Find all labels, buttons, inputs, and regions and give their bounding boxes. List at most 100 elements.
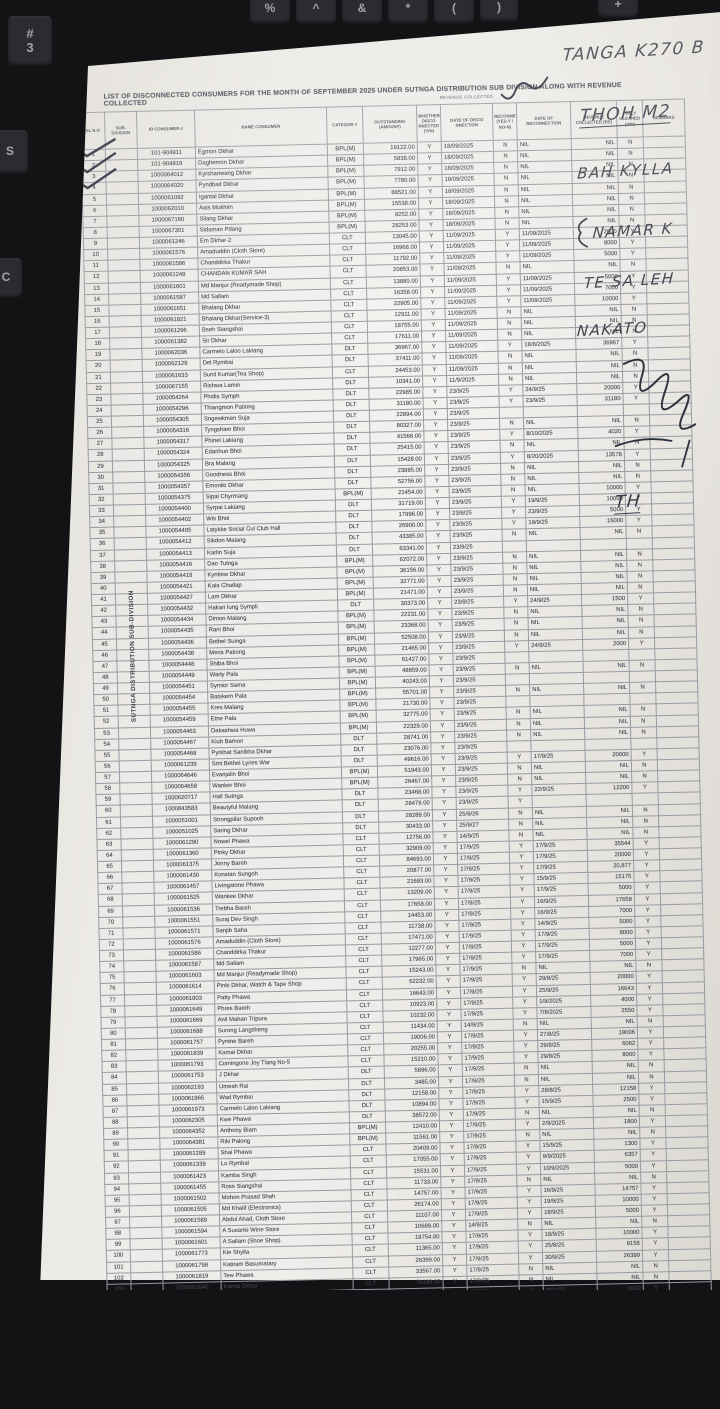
table-cell: 83 — [102, 1061, 127, 1073]
table-cell: Y — [417, 152, 442, 165]
table-cell: Y — [507, 751, 532, 764]
table-cell: N — [497, 317, 522, 330]
table-cell: BPL(M) — [337, 588, 374, 601]
table-cell: Y — [445, 1387, 469, 1399]
table-cell: Y — [432, 797, 457, 810]
table-cell: 23076.00 — [376, 742, 432, 756]
table-cell: N — [637, 1015, 664, 1028]
table-cell — [125, 1027, 158, 1039]
table-cell — [110, 370, 143, 383]
table-cell: Y — [436, 1009, 462, 1021]
table-cell: Y — [418, 219, 444, 232]
table-cell: Y — [425, 497, 450, 510]
column-header: CATEGOR Y — [326, 106, 364, 145]
table-cell: Y — [639, 1137, 667, 1150]
table-cell: 14757.00 — [386, 1187, 442, 1200]
table-cell: CLT — [350, 1166, 387, 1179]
table-cell: 10000 — [595, 1194, 642, 1207]
table-cell: 28289.00 — [378, 809, 433, 822]
table-cell: NIL — [583, 660, 630, 673]
table-cell: BPL(M) — [327, 165, 364, 178]
table-cell: N — [626, 526, 653, 538]
table-cell — [123, 949, 156, 962]
table-cell: 20,877 — [587, 860, 634, 873]
column-header: NAME CONSUMER — [194, 107, 328, 148]
table-cell: Y — [439, 1120, 464, 1132]
table-cell: CLT — [346, 988, 383, 1001]
table-cell: 78 — [100, 1005, 125, 1018]
table-cell: NIL — [584, 704, 631, 717]
table-cell: Y — [643, 1282, 670, 1290]
table-cell: 65 — [97, 860, 122, 873]
table-cell: 13880.00 — [366, 275, 421, 288]
table-cell: 12158.00 — [384, 1087, 439, 1100]
table-cell — [112, 470, 145, 483]
table-cell: 94 — [104, 1183, 130, 1196]
table-cell: 16358.00 — [366, 286, 421, 300]
table-cell: 97 — [105, 1216, 130, 1229]
table-cell: 6357 — [594, 1149, 641, 1162]
table-cell: 63 — [96, 838, 122, 851]
table-cell: Pynshailem Nongtdu — [224, 1390, 356, 1404]
table-cell: N — [642, 1271, 670, 1284]
table-cell: 1000061789 — [165, 1359, 223, 1371]
table-cell — [123, 971, 157, 984]
table-cell: Y — [627, 592, 654, 605]
keyboard-key-s: S — [0, 130, 28, 174]
table-cell: N — [501, 484, 526, 497]
table-cell: 45 — [92, 638, 117, 651]
table-cell: Y — [633, 837, 660, 850]
table-cell: Y — [517, 1196, 542, 1209]
table-cell: CLT — [342, 832, 380, 845]
table-cell: 79 — [100, 1016, 126, 1029]
table-cell: Y — [499, 395, 524, 408]
table-cell: CLT — [329, 243, 366, 256]
table-cell: 12911.00 — [367, 308, 422, 322]
table-cell: Y — [637, 1037, 664, 1050]
table-cell: Y — [513, 1029, 538, 1042]
table-cell: NIL — [581, 582, 628, 595]
table-cell — [132, 1327, 164, 1339]
table-cell: 90 — [103, 1139, 129, 1151]
table-cell: 2132000041 — [164, 1337, 222, 1349]
table-cell: N — [511, 962, 537, 975]
table-cell: 25415.00 — [370, 442, 425, 455]
table-cell: 11434.00 — [383, 1020, 438, 1034]
table-cell: Y — [437, 1053, 463, 1066]
table-cell: Y — [420, 274, 445, 287]
table-cell: 12158 — [592, 1082, 639, 1096]
table-cell: 7000 — [589, 949, 636, 962]
table-cell: DLT — [336, 543, 373, 556]
table-cell: Y — [420, 286, 445, 298]
table-cell: CLT — [345, 955, 382, 968]
paper-sheet: LIST OF DISCONNECTED CONSUMERS FOR THE M… — [40, 10, 720, 1290]
table-cell — [124, 1015, 158, 1028]
table-cell — [124, 1004, 157, 1017]
table-row: 113 1000064187 Pynshailem Nongtdu DLT 16124.… — [110, 1382, 714, 1407]
table-cell: 53 — [94, 727, 119, 740]
table-cell: Y — [501, 506, 526, 519]
table-cell: DLT — [333, 410, 370, 423]
table-cell: Y — [430, 708, 455, 721]
table-cell: Noen Dkhar — [222, 1301, 354, 1315]
table-cell: NIL — [593, 1105, 640, 1118]
table-cell: N — [518, 1274, 544, 1286]
table-cell: N — [620, 303, 648, 316]
table-cell: 33567.00 — [388, 1265, 443, 1278]
table-cell: BPL(M) — [337, 610, 375, 623]
table-cell: 69 — [98, 905, 123, 918]
table-cell: N — [506, 718, 531, 730]
table-cell — [121, 860, 154, 873]
table-cell: N — [627, 581, 654, 594]
table-cell: BPL(M) — [327, 154, 364, 167]
handwritten-tick-marks — [73, 138, 117, 190]
table-cell: Y — [631, 782, 659, 794]
table-cell: 71 — [98, 927, 124, 940]
table-cell: NIL — [584, 715, 631, 729]
table-cell: N — [618, 181, 645, 194]
table-cell: Y — [514, 1096, 540, 1108]
table-cell: Y — [437, 1020, 462, 1032]
table-cell: N — [502, 551, 527, 563]
table-cell: NIL — [571, 148, 618, 161]
table-cell: Y — [443, 1287, 468, 1290]
